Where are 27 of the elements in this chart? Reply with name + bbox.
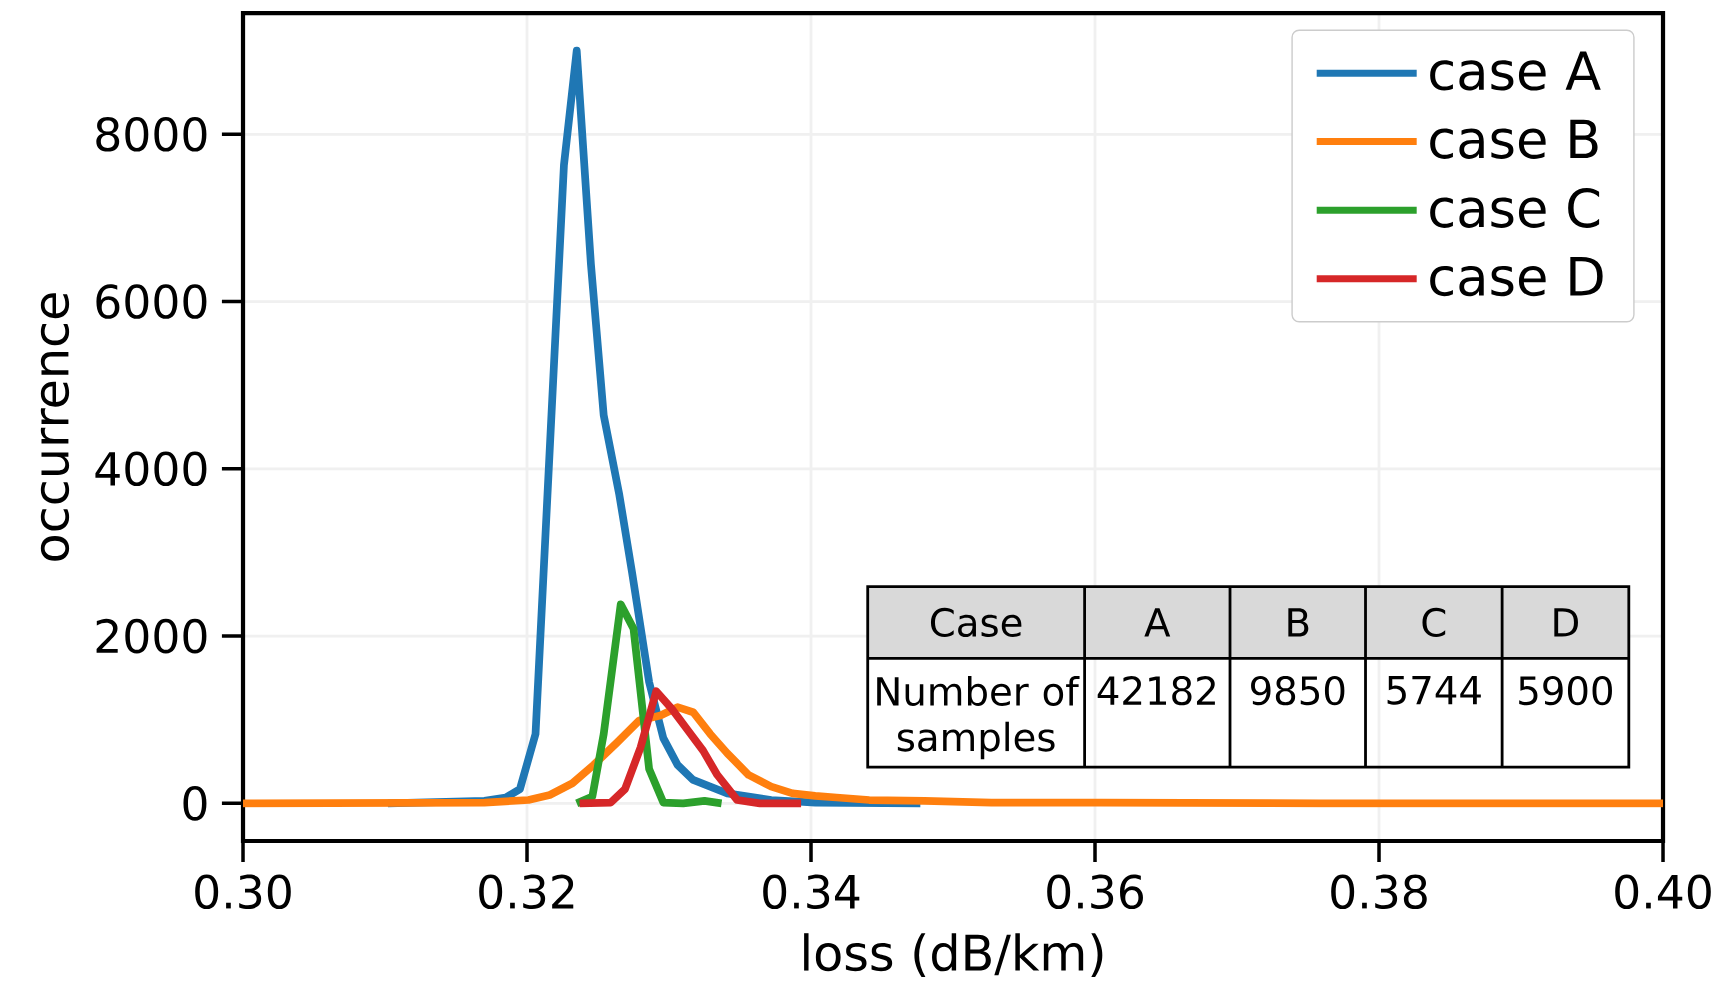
legend-label: case C <box>1430 187 1600 228</box>
x-tick-label: 0.36 <box>1047 874 1143 910</box>
x-tick-label: 0.38 <box>1331 874 1427 910</box>
annotation: Case <box>930 607 1022 638</box>
x-axis-title: loss (dB/km) <box>804 933 1103 978</box>
y-tick-label: 4000 <box>95 451 207 487</box>
x-tick-label: 0.32 <box>479 874 574 910</box>
annotation: 42182 <box>1097 676 1215 706</box>
y-tick-label: 0 <box>183 786 207 821</box>
annotation: 9850 <box>1251 676 1345 706</box>
annotation: D <box>1554 608 1578 637</box>
y-axis-title: occurrence <box>40 293 70 561</box>
annotation: 5744 <box>1387 676 1481 705</box>
x-tick-label: 0.40 <box>1615 874 1711 910</box>
annotation: C <box>1422 607 1446 638</box>
x-tick-label: 0.34 <box>763 874 860 910</box>
y-tick-label: 6000 <box>96 284 207 319</box>
x-tick-label: 0.30 <box>195 874 291 910</box>
legend-label: case B <box>1430 119 1598 159</box>
y-tick-label: 2000 <box>96 618 207 654</box>
legend-label: case D <box>1430 257 1603 297</box>
y-tick-label: 8000 <box>96 117 207 152</box>
annotation: A <box>1144 608 1171 637</box>
annotation: B <box>1288 608 1309 637</box>
legend-label: case A <box>1430 51 1601 91</box>
annotation: 5900 <box>1519 676 1612 706</box>
annotation: Number of samples <box>877 676 1080 760</box>
